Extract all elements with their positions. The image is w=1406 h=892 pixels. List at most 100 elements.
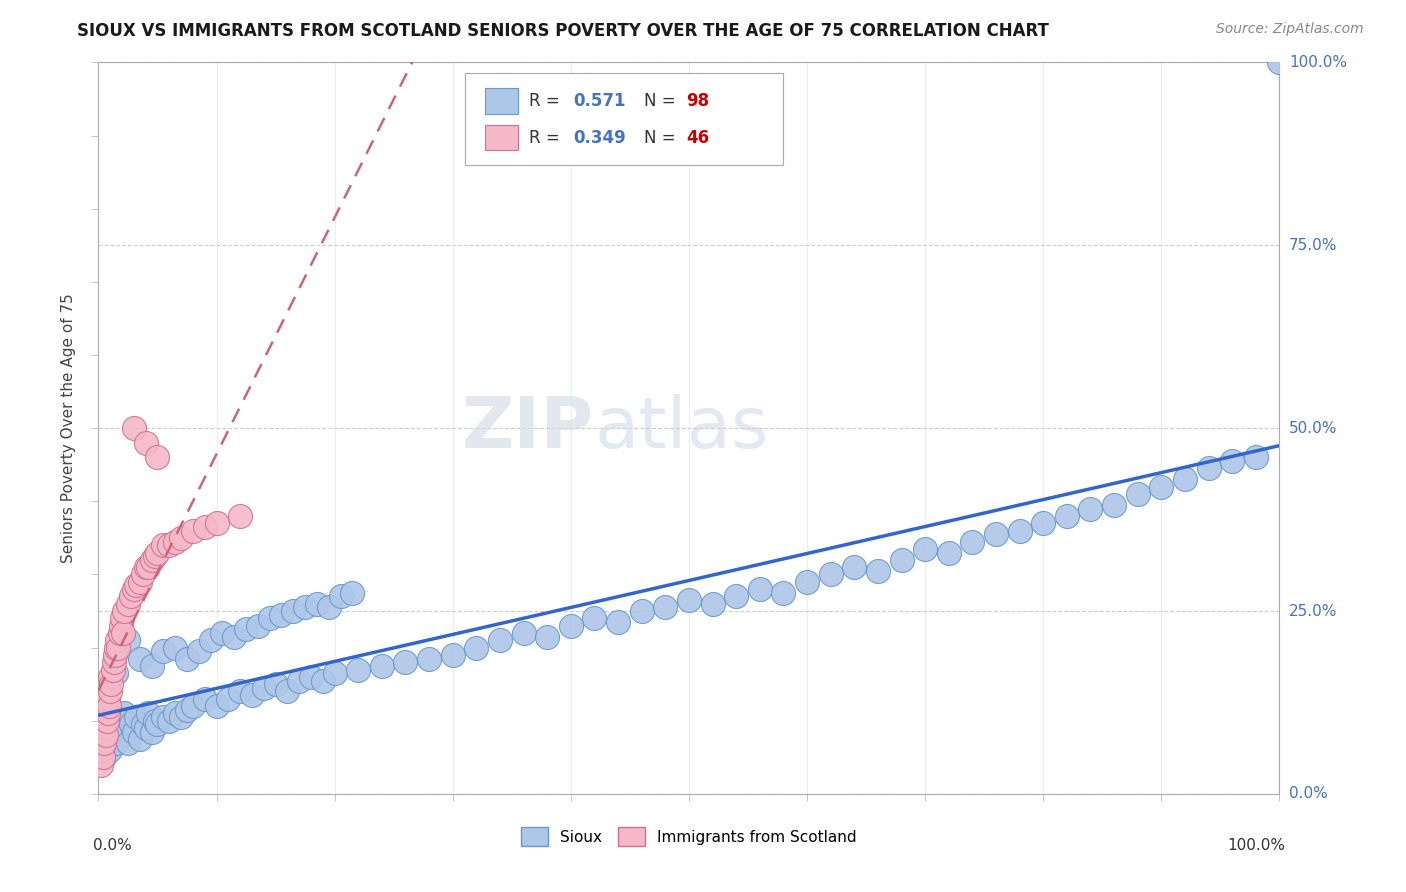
Text: R =: R = <box>530 92 565 111</box>
Point <box>329 590 352 604</box>
FancyBboxPatch shape <box>485 88 517 113</box>
Point <box>104 648 127 662</box>
Point <box>105 666 128 681</box>
Text: 0.571: 0.571 <box>574 92 626 111</box>
Point <box>108 721 131 735</box>
Point <box>165 640 187 655</box>
Text: 46: 46 <box>686 128 710 147</box>
Point <box>820 567 842 582</box>
Point <box>152 710 174 724</box>
Point <box>176 703 198 717</box>
Point <box>418 651 440 665</box>
Point <box>1268 55 1291 70</box>
Point <box>125 578 148 592</box>
Point <box>90 757 112 772</box>
Point <box>136 560 159 574</box>
Point <box>143 714 166 728</box>
Point <box>205 699 228 714</box>
Point <box>110 618 132 632</box>
Text: 0.0%: 0.0% <box>93 838 131 853</box>
Point <box>135 721 157 735</box>
Point <box>224 630 246 644</box>
Point <box>135 435 157 450</box>
Point <box>1220 454 1243 468</box>
Point <box>112 706 135 721</box>
Point <box>91 750 114 764</box>
Text: SIOUX VS IMMIGRANTS FROM SCOTLAND SENIORS POVERTY OVER THE AGE OF 75 CORRELATION: SIOUX VS IMMIGRANTS FROM SCOTLAND SENIOR… <box>77 22 1049 40</box>
Point <box>536 630 558 644</box>
Point <box>98 699 121 714</box>
Point <box>323 666 346 681</box>
Point <box>105 633 128 648</box>
Point <box>132 717 155 731</box>
Point <box>128 731 150 746</box>
Point <box>294 600 316 615</box>
Point <box>146 717 169 731</box>
Point <box>170 531 193 545</box>
Point <box>122 582 145 596</box>
Point <box>100 677 122 691</box>
Point <box>200 633 222 648</box>
Point <box>844 560 866 574</box>
Point <box>1150 480 1173 494</box>
FancyBboxPatch shape <box>485 125 517 150</box>
Point <box>465 640 488 655</box>
Point <box>1244 450 1267 465</box>
Point <box>299 670 322 684</box>
Point <box>128 574 150 589</box>
Point <box>181 524 204 538</box>
Point <box>176 651 198 665</box>
Point <box>98 743 121 757</box>
Point <box>98 684 121 698</box>
Point <box>1126 487 1149 501</box>
Point <box>914 541 936 556</box>
Point <box>152 538 174 552</box>
Point <box>1008 524 1031 538</box>
Point <box>253 681 276 695</box>
Point <box>187 644 209 658</box>
Point <box>146 450 169 465</box>
Point <box>122 421 145 435</box>
Text: 0.0%: 0.0% <box>1289 787 1327 801</box>
Point <box>105 736 128 750</box>
Point <box>342 585 364 599</box>
Point <box>772 585 794 599</box>
Point <box>98 670 121 684</box>
Point <box>96 714 118 728</box>
Point <box>143 549 166 564</box>
Point <box>630 604 652 618</box>
Point <box>194 691 217 706</box>
Point <box>984 527 1007 541</box>
Text: ZIP: ZIP <box>463 393 595 463</box>
Point <box>1032 516 1054 531</box>
Point <box>702 597 724 611</box>
Point <box>246 618 269 632</box>
Text: 25.0%: 25.0% <box>1289 604 1337 618</box>
Point <box>1056 508 1078 523</box>
Point <box>91 743 114 757</box>
FancyBboxPatch shape <box>464 73 783 165</box>
Point <box>748 582 770 596</box>
Text: 100.0%: 100.0% <box>1227 838 1285 853</box>
Point <box>654 600 676 615</box>
Point <box>128 651 150 665</box>
Point <box>107 640 129 655</box>
Point <box>93 750 115 764</box>
Point <box>938 545 960 559</box>
Text: 100.0%: 100.0% <box>1289 55 1347 70</box>
Point <box>890 553 912 567</box>
Point <box>583 611 606 625</box>
Point <box>288 673 311 688</box>
Point <box>211 626 233 640</box>
Point <box>146 545 169 559</box>
Point <box>152 644 174 658</box>
Point <box>165 706 187 721</box>
Point <box>141 553 163 567</box>
Point <box>1080 501 1102 516</box>
Point <box>560 618 582 632</box>
Point <box>117 736 139 750</box>
Point <box>441 648 464 662</box>
Point <box>270 607 292 622</box>
Point <box>259 611 281 625</box>
Point <box>678 593 700 607</box>
